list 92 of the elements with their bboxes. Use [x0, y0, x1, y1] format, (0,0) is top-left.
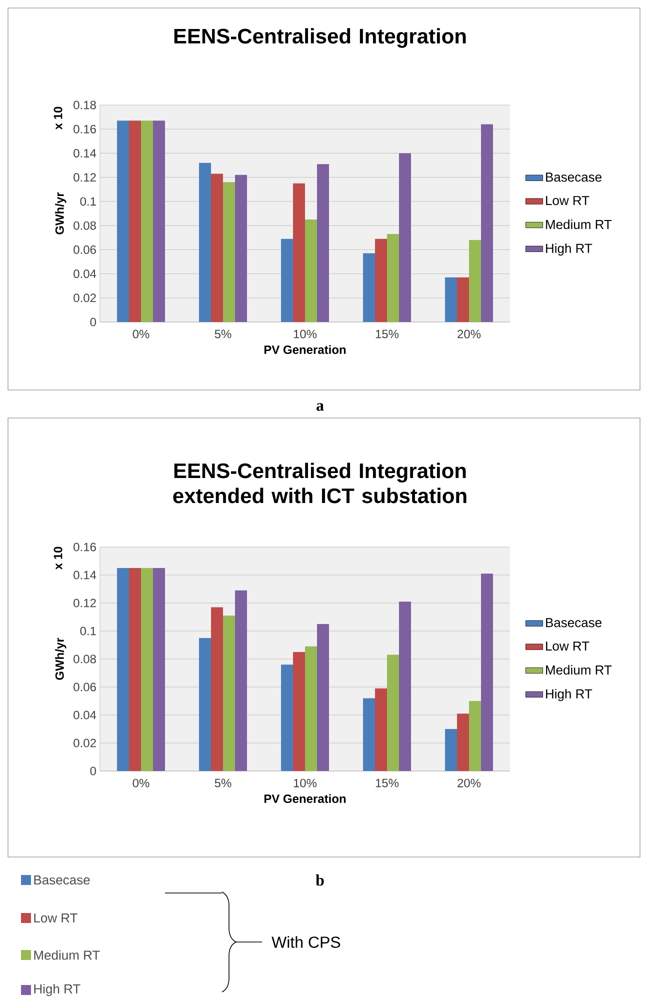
bar [211, 607, 223, 772]
bar [199, 638, 212, 772]
x-tick-label: 10% [294, 330, 317, 338]
bar [211, 174, 223, 322]
bar [469, 701, 482, 772]
chart-title: EENS-Centralised Integration extended with ICT substation [173, 462, 466, 504]
legend-label: Medium RT [34, 950, 100, 960]
legend-label: Medium RT [546, 220, 612, 230]
x-tick-label: 5% [214, 778, 232, 788]
bar [399, 153, 412, 322]
bar [481, 124, 493, 322]
bar [141, 568, 153, 772]
y-tick-label: 0.06 [74, 682, 96, 692]
bar [199, 162, 212, 322]
x-tick-label: 0% [132, 778, 150, 788]
bar [293, 652, 305, 772]
bar [129, 568, 142, 772]
x-tick-label: 15% [376, 778, 399, 788]
bar [153, 568, 166, 772]
bar [399, 602, 412, 772]
bar [457, 714, 469, 772]
text: With CPS [272, 936, 340, 948]
chart-title: EENS-Centralised Integration [174, 28, 466, 48]
bar [117, 120, 129, 322]
legend-label: High RT [546, 688, 592, 702]
y-tick-label: 0.08 [74, 654, 96, 664]
y-axis-title: GWh/yr [55, 192, 66, 234]
y-tick-label: 0.04 [74, 270, 96, 278]
bar [387, 234, 399, 322]
bar [305, 220, 317, 322]
bar [375, 238, 388, 322]
y-tick-label: 0.06 [74, 245, 96, 254]
y-tick-label: 0.14 [74, 570, 96, 580]
x-tick-label: 10% [294, 778, 317, 788]
bar [117, 568, 129, 772]
y-tick-label: 0.1 [80, 197, 96, 206]
x-tick-label: 20% [458, 778, 481, 788]
y-tick-label: 0.16 [74, 542, 96, 552]
y-tick-label: 0.04 [74, 710, 96, 720]
bar [445, 729, 458, 772]
text: b [316, 874, 324, 886]
y-tick-label: 0.1 [80, 626, 96, 636]
bar [375, 688, 388, 772]
bar [129, 120, 142, 322]
bar [293, 183, 305, 322]
y-axis-title: GWh/yr [55, 638, 66, 680]
legend-label: Medium RT [546, 665, 612, 675]
legend-label: Basecase [546, 618, 602, 628]
bar [317, 164, 329, 322]
bar [387, 654, 399, 772]
bar [481, 574, 493, 772]
legend-label: High RT [34, 984, 80, 996]
legend-label: Low RT [34, 913, 78, 923]
bar [305, 646, 317, 772]
bar [281, 664, 293, 772]
x-tick-label: 0% [132, 330, 150, 338]
bar [317, 624, 329, 772]
bar [141, 120, 153, 322]
bar [223, 182, 236, 322]
y-tick-label: 0.08 [74, 221, 96, 230]
legend-label: High RT [546, 243, 592, 256]
x-tick-label: 15% [376, 330, 399, 338]
bar [445, 277, 458, 322]
legend-label: Low RT [546, 642, 590, 651]
text: x 10 [54, 546, 62, 570]
bar [153, 120, 166, 322]
x-axis-title: PV Generation [264, 345, 346, 354]
x-tick-label: 5% [214, 330, 232, 338]
bar [363, 698, 375, 772]
legend-label: Low RT [546, 196, 590, 206]
y-tick-label: 0.02 [74, 294, 96, 302]
text: a [316, 403, 324, 411]
x-axis-title: PV Generation [264, 794, 346, 803]
y-tick-label: 0.12 [74, 598, 96, 608]
bar [281, 238, 293, 322]
y-tick-label: 0 [90, 766, 96, 776]
y-tick-label: 0 [90, 318, 96, 326]
y-tick-label: 0.02 [74, 738, 96, 748]
bar [223, 616, 236, 772]
y-tick-label: 0.16 [74, 124, 96, 134]
bar [363, 253, 375, 322]
bar [235, 590, 247, 772]
y-tick-label: 0.12 [74, 173, 96, 182]
y-tick-label: 0.18 [74, 100, 96, 110]
bar [457, 277, 469, 322]
bar [469, 240, 482, 322]
y-tick-label: 0.14 [74, 148, 96, 158]
bar [235, 174, 247, 322]
x-tick-label: 20% [458, 330, 481, 338]
legend-label: Basecase [546, 172, 602, 182]
legend-label: Basecase [34, 875, 90, 885]
text: x 10 [54, 106, 62, 130]
